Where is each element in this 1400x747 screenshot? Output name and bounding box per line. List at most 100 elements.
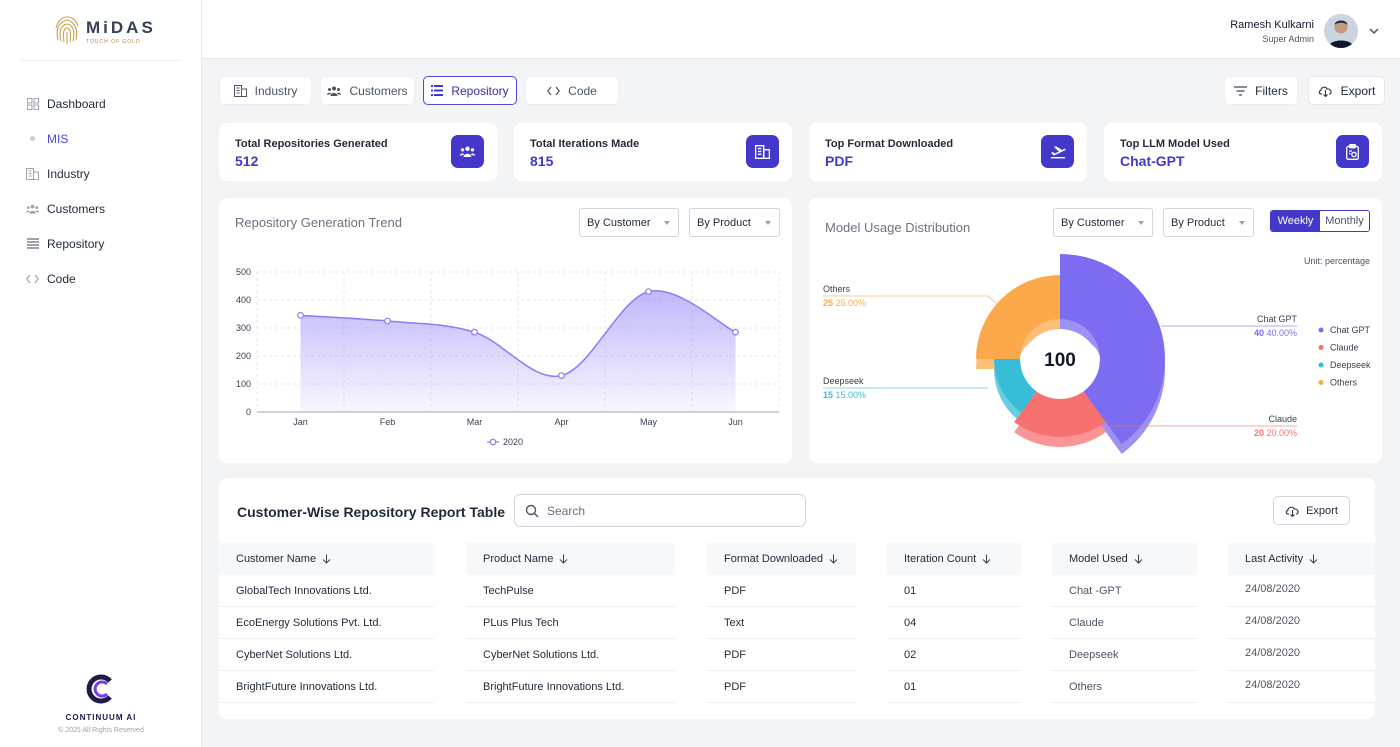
tab-repository[interactable]: Repository — [423, 76, 517, 105]
slice-value-label: 25 25.00% — [823, 298, 866, 308]
column-header[interactable]: Last Activity — [1228, 543, 1375, 575]
x-tick-label: Jan — [293, 417, 308, 427]
slice-value-label: 15 15.00% — [823, 390, 866, 400]
export-button[interactable]: Export — [1308, 76, 1385, 105]
sidebar-item-code[interactable]: Code — [0, 261, 202, 296]
plane-icon — [1041, 135, 1074, 168]
stat-card-llm: Top LLM Model Used Chat-GPT — [1104, 123, 1382, 181]
monthly-toggle[interactable]: Monthly — [1320, 211, 1369, 231]
column-header-label: Customer Name — [236, 553, 317, 565]
select-value: By Product — [697, 216, 751, 229]
cloud-download-icon — [1318, 86, 1332, 97]
legend-label: Chat GPT — [1330, 325, 1371, 335]
by-product-select[interactable]: By Product — [689, 208, 780, 237]
sidebar-item-label: Repository — [47, 236, 105, 251]
users-icon — [327, 86, 342, 96]
y-tick-label: 0 — [246, 407, 251, 417]
slice-value-label: 20 20.00% — [1254, 428, 1297, 438]
sidebar: MiDAS TOUCH OF GOLD Dashboard MIS Indust… — [0, 0, 202, 747]
tab-label: Customers — [349, 83, 408, 98]
stat-label: Top LLM Model Used — [1120, 138, 1230, 150]
pie-slice-chat-gpt — [1060, 254, 1165, 444]
column-header[interactable]: Model Used — [1052, 543, 1197, 575]
stat-card-repositories: Total Repositories Generated 512 — [219, 123, 497, 181]
brand-name: MiDAS — [86, 17, 156, 37]
leader-line — [823, 295, 1002, 309]
table-cell: Chat -GPT — [1052, 575, 1197, 607]
sort-arrow-icon[interactable] — [982, 554, 991, 564]
sidebar-item-customers[interactable]: Customers — [0, 191, 202, 226]
stat-value: 512 — [235, 153, 259, 169]
sort-arrow-icon[interactable] — [1309, 554, 1318, 564]
column-header[interactable]: Iteration Count — [887, 543, 1021, 575]
sort-arrow-icon[interactable] — [322, 554, 331, 564]
table-cell: CyberNet Solutions Ltd. — [466, 639, 675, 671]
y-tick-label: 200 — [236, 351, 251, 361]
sidebar-item-dashboard[interactable]: Dashboard — [0, 86, 202, 121]
legend-marker — [489, 438, 497, 446]
trend-title: Repository Generation Trend — [235, 215, 402, 230]
tab-code[interactable]: Code — [525, 76, 619, 105]
by-customer-select[interactable]: By Customer — [1053, 208, 1153, 237]
table-export-button[interactable]: Export — [1273, 496, 1350, 525]
sidebar-item-repository[interactable]: Repository — [0, 226, 202, 261]
table-cell: CyberNet Solutions Ltd. — [219, 639, 434, 671]
cloud-download-icon — [1285, 506, 1299, 517]
slice-label: Chat GPT — [1257, 314, 1298, 324]
by-product-select[interactable]: By Product — [1163, 208, 1254, 237]
table-cell: 24/08/2020 — [1228, 607, 1375, 639]
report-table-panel: Customer-Wise Repository Report Table Ex… — [219, 478, 1375, 719]
by-customer-select[interactable]: By Customer — [579, 208, 679, 237]
table-column: Customer Name GlobalTech Innovations Ltd.… — [219, 543, 434, 703]
midas-logo[interactable]: MiDAS TOUCH OF GOLD — [54, 14, 156, 48]
period-toggle[interactable]: Weekly Monthly — [1270, 210, 1370, 232]
user-menu[interactable]: Ramesh Kulkarni Super Admin — [1230, 14, 1380, 48]
search-icon — [525, 504, 539, 517]
avatar[interactable] — [1324, 14, 1358, 48]
sidebar-item-label: Dashboard — [47, 96, 106, 111]
list-icon — [431, 85, 444, 96]
user-name: Ramesh Kulkarni — [1230, 18, 1314, 31]
column-header[interactable]: Product Name — [466, 543, 675, 575]
sort-arrow-icon[interactable] — [829, 554, 838, 564]
company-branding: CONTINUUM AI © 2025 All Rights Reserved — [0, 674, 202, 734]
weekly-toggle[interactable]: Weekly — [1271, 211, 1320, 231]
chevron-down-icon[interactable] — [1368, 25, 1380, 37]
top-header: Ramesh Kulkarni Super Admin — [202, 0, 1400, 59]
code-icon — [547, 86, 561, 95]
data-point — [471, 328, 478, 336]
stat-card-iterations: Total Iterations Made 815 — [514, 123, 792, 181]
slice-label: Claude — [1268, 414, 1297, 424]
dot-icon — [26, 132, 39, 145]
caret-down-icon — [664, 221, 670, 225]
caret-down-icon — [1239, 221, 1245, 225]
pie-slice-deepseek — [994, 359, 1037, 413]
x-tick-label: Apr — [554, 417, 568, 427]
trend-chart: 0 100 200 300 400 500 Jan Feb Mar Apr May Jun 2020 — [236, 267, 780, 447]
table-cell: TechPulse — [466, 575, 675, 607]
filters-button[interactable]: Filters — [1224, 76, 1298, 105]
column-header[interactable]: Customer Name — [219, 543, 434, 575]
tab-customers[interactable]: Customers — [320, 76, 415, 105]
y-tick-label: 300 — [236, 323, 251, 333]
data-point — [645, 288, 652, 295]
search-box[interactable] — [514, 494, 806, 527]
column-header-label: Product Name — [483, 553, 554, 565]
stat-label: Total Repositories Generated — [235, 138, 388, 150]
sort-arrow-icon[interactable] — [1134, 554, 1143, 564]
tab-industry[interactable]: Industry — [219, 76, 312, 105]
table-cell: Claude — [1052, 607, 1197, 639]
sort-arrow-icon[interactable] — [559, 554, 568, 564]
column-header[interactable]: Format Downloaded — [707, 543, 856, 575]
sidebar-item-industry[interactable]: Industry — [0, 156, 202, 191]
trend-panel: Repository Generation Trend By Customer … — [219, 198, 792, 463]
search-input[interactable] — [547, 503, 787, 518]
divider — [20, 60, 181, 61]
table-column: Iteration Count 01 04 02 01 — [887, 543, 1021, 703]
fingerprint-icon — [55, 16, 79, 44]
export-label: Export — [1306, 504, 1338, 517]
caret-down-icon — [765, 221, 771, 225]
user-role: Super Admin — [1262, 33, 1314, 44]
sidebar-nav: Dashboard MIS Industry Customers Reposit… — [0, 86, 202, 296]
sidebar-item-mis[interactable]: MIS — [0, 121, 202, 156]
